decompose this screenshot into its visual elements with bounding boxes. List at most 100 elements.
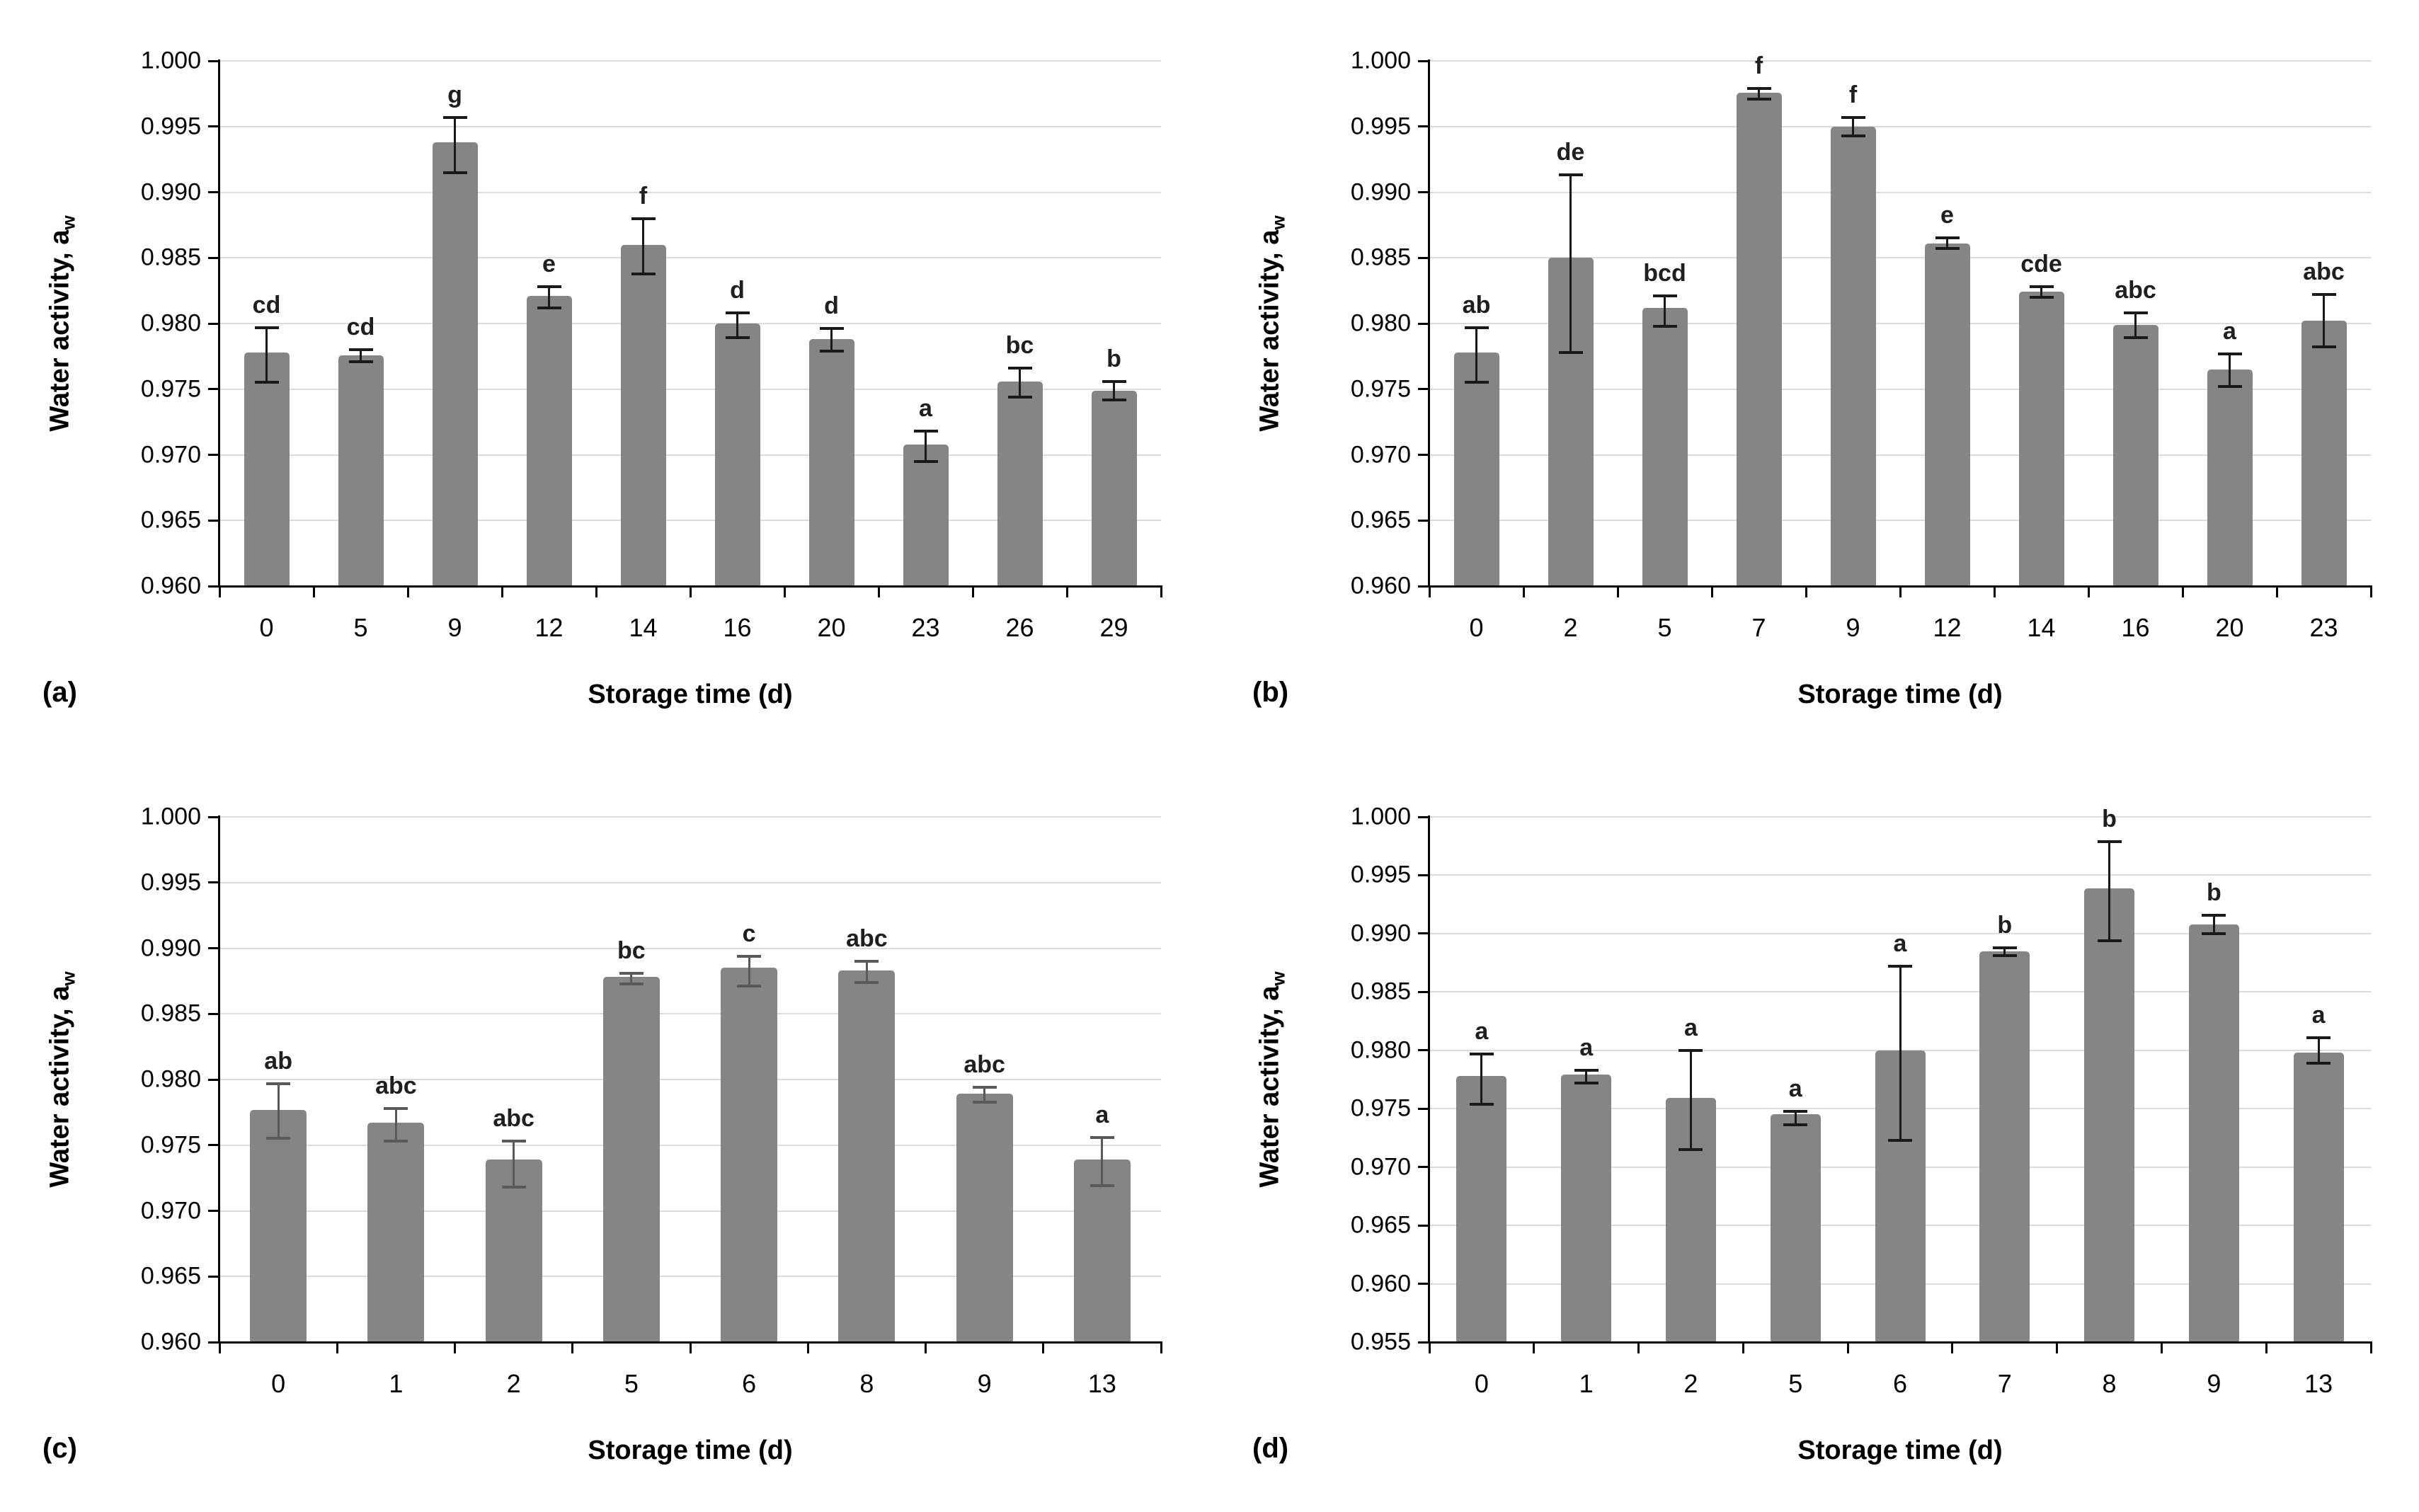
error-bar-cap-top [384, 1106, 408, 1110]
bar [1830, 126, 1876, 586]
y-axis-title-subscript: w [57, 971, 79, 986]
error-bar-line [1480, 1053, 1483, 1104]
y-tickmark [1418, 256, 1429, 259]
error-bar-line [265, 327, 268, 383]
x-tick-label: 7 [1997, 1369, 2012, 1398]
error-bar-cap-bottom [1992, 954, 2017, 958]
error-bar-cap-top [1090, 1135, 1114, 1139]
significance-letter: c [742, 920, 756, 947]
error-bar-line [2108, 841, 2111, 941]
significance-letter: f [1754, 52, 1763, 79]
error-bar-line [513, 1141, 515, 1188]
x-tick-label: 8 [859, 1369, 874, 1398]
error-bar-cap-top [348, 348, 373, 352]
error-bar-cap-bottom [1841, 134, 1865, 137]
x-tickmark [1846, 1342, 1849, 1353]
x-tickmark [1428, 586, 1431, 597]
x-axis-title: Storage time (d) [588, 680, 793, 709]
significance-letter: cd [346, 314, 375, 341]
x-tickmark [925, 1342, 927, 1353]
error-bar-cap-top [1469, 1052, 1494, 1055]
error-bar-line [360, 350, 362, 362]
significance-letter: b [1997, 911, 2013, 939]
bar [721, 968, 778, 1342]
bar [1642, 307, 1688, 586]
y-gridline [219, 323, 1161, 324]
bar [250, 1109, 307, 1342]
x-tick-label: 12 [1933, 613, 1962, 642]
x-tick-label: 0 [259, 613, 274, 642]
x-tickmark [1993, 586, 1996, 597]
y-axis-line [218, 59, 220, 588]
significance-letter: b [2206, 878, 2221, 906]
x-axis-line [1428, 1341, 2372, 1344]
y-gridline [219, 1079, 1161, 1080]
x-tick-label: 12 [534, 613, 564, 642]
y-tick-label: 0.990 [140, 178, 201, 205]
significance-letter: a [1683, 1014, 1698, 1041]
x-tickmark [454, 1342, 456, 1353]
bar [2188, 924, 2239, 1342]
error-bar-line [865, 961, 868, 983]
y-axis-title-subscript: w [1267, 215, 1289, 230]
error-bar-line [2212, 915, 2215, 934]
error-bar-cap-bottom [1102, 398, 1126, 401]
x-tick-label: 5 [1657, 613, 1672, 642]
error-bar-cap-top [854, 960, 879, 963]
y-tickmark [208, 1210, 219, 1212]
bar [997, 381, 1043, 586]
error-bar-cap-bottom [2311, 345, 2336, 349]
panel-d-chart: 0.955 0.960 0.965 0.970 0.975 0.980 0.985 0.990… [1210, 756, 2419, 1512]
x-tickmark [689, 586, 692, 597]
y-tick-label: 1.000 [140, 47, 201, 74]
x-axis-line [218, 1341, 1162, 1344]
y-tickmark [208, 59, 219, 62]
x-tick-label: 14 [2027, 613, 2056, 642]
y-tickmark [1418, 322, 1429, 325]
panel-c-chart: 0.960 0.965 0.970 0.975 0.980 0.985 0.990 0.995… [0, 756, 1209, 1512]
x-tick-label: 2 [1563, 613, 1578, 642]
y-tickmark [208, 1078, 219, 1081]
y-tickmark [1418, 1049, 1429, 1052]
error-bar-cap-top [1746, 86, 1771, 90]
y-gridline [219, 881, 1161, 883]
y-gridline [1429, 323, 2371, 324]
error-bar-cap-top [913, 430, 938, 433]
x-tickmark [1065, 586, 1068, 597]
significance-letter: ab [1462, 291, 1491, 319]
y-tickmark [1418, 191, 1429, 193]
error-bar-cap-bottom [1007, 395, 1032, 399]
error-bar-line [1899, 966, 1902, 1140]
x-tick-label: 5 [1788, 1369, 1803, 1398]
x-tickmark [501, 586, 503, 597]
y-tick-label: 0.975 [140, 375, 201, 403]
bar [1770, 1114, 1821, 1342]
error-bar-cap-top [2217, 352, 2242, 355]
x-tickmark [971, 586, 974, 597]
significance-letter: abc [2115, 277, 2156, 304]
error-bar-cap-bottom [2123, 336, 2148, 340]
y-gridline [1429, 520, 2371, 522]
y-axis-title: Water activity, aw [45, 971, 79, 1188]
bar [1561, 1075, 1612, 1342]
bar [2112, 324, 2158, 586]
error-bar-cap-bottom [1935, 247, 1960, 251]
y-axis-title: Water activity, aw [45, 215, 79, 432]
x-tickmark [2056, 1342, 2059, 1353]
panel-letter: (a) [42, 677, 77, 708]
y-tickmark [208, 256, 219, 259]
y-tick-label: 0.990 [1350, 920, 1411, 947]
y-tickmark [208, 815, 219, 818]
significance-letter: bc [617, 937, 646, 964]
error-bar-cap-bottom [348, 360, 373, 363]
y-tickmark [1418, 815, 1429, 818]
error-bar-line [1758, 88, 1760, 99]
x-axis-line [1428, 585, 2372, 588]
x-tick-label: 1 [1579, 1369, 1594, 1398]
y-tick-label: 0.965 [140, 506, 201, 534]
y-axis-title-subscript: w [57, 215, 79, 230]
significance-letter: de [1556, 139, 1585, 166]
x-tickmark [806, 1342, 809, 1353]
error-bar-cap-top [619, 971, 644, 975]
error-bar-cap-top [2311, 293, 2336, 297]
